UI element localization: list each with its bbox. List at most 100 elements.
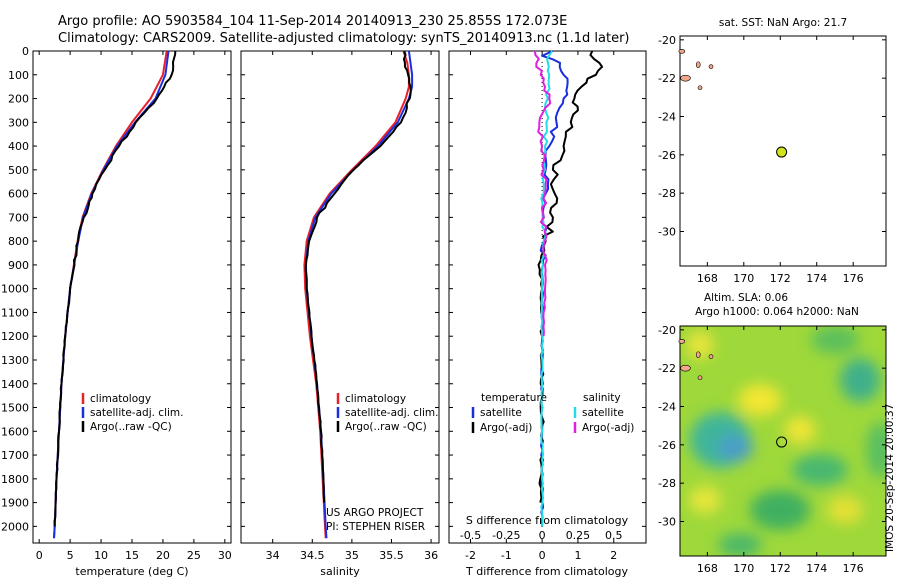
temperature-legend-climatology: climatology <box>90 393 151 405</box>
depth-tick-label: 1100 <box>1 306 29 319</box>
depth-tick-label: 1500 <box>1 402 29 415</box>
sst-map-ytick-label: -26 <box>658 149 676 162</box>
difference-panel-frame <box>448 50 647 544</box>
difference-series-s-satellite <box>540 50 554 527</box>
salinity-panel-frame <box>240 50 440 544</box>
sst-map-island <box>708 64 714 69</box>
depth-tick-label: 700 <box>8 211 29 224</box>
sst-map-xtick-label: 176 <box>843 272 864 285</box>
sst-map-xtick-label: 174 <box>806 272 827 285</box>
sst-map-ytick-label: -24 <box>658 111 676 124</box>
temperature-series-argo-raw-qc- <box>53 50 177 527</box>
sst-map-island <box>697 85 703 91</box>
difference-panel: -2 -1 0 1 2 -0.5 -0.25 0 0.25 0.5 S difference fro… <box>449 50 646 578</box>
sla-map-island <box>697 375 703 381</box>
depth-tick-label: 200 <box>8 93 29 106</box>
difference-xtick-label: 2 <box>610 549 617 562</box>
temperature-xtick-label: 0 <box>36 549 43 562</box>
depth-tick-label: 100 <box>8 69 29 82</box>
temperature-xtick-label: 20 <box>156 549 170 562</box>
difference-xtick-label: -2 <box>465 549 476 562</box>
difference-s-tick-label: -0.5 <box>460 529 481 542</box>
sst-map-ytick-label: -30 <box>658 226 676 239</box>
temperature-xtick-label: 5 <box>67 549 74 562</box>
depth-tick-label: 400 <box>8 140 29 153</box>
sst-map-island <box>678 49 686 54</box>
salinity-xtick-label: 35.5 <box>379 549 404 562</box>
project-pi: PI: STEPHEN RISER <box>326 521 425 533</box>
depth-tick-label: 1900 <box>1 497 29 510</box>
difference-s-tick-label: -0.25 <box>492 529 520 542</box>
depth-tick-label: 1300 <box>1 354 29 367</box>
difference-legend-temperature-title: temperature <box>481 392 547 404</box>
sst-map-ytick-label: -22 <box>658 72 676 85</box>
depth-tick-label: 1400 <box>1 378 29 391</box>
salinity-legend-climatology: climatology <box>345 393 406 405</box>
sla-map-field <box>680 326 886 556</box>
depth-tick-label: 800 <box>8 235 29 248</box>
sst-map-float-marker <box>776 146 788 158</box>
sla-map-island <box>678 339 686 344</box>
salinity-xtick-label: 36 <box>424 549 438 562</box>
difference-legend-s-argo: Argo(-adj) <box>582 422 634 434</box>
temperature-panel-frame <box>32 50 232 544</box>
sla-map-frame <box>679 325 887 557</box>
difference-s-tick-label: 0 <box>539 529 546 542</box>
sst-map-title: sat. SST: NaN Argo: 21.7 <box>719 17 847 29</box>
difference-series-s-argo-adj- <box>534 50 552 337</box>
sla-map-ytick-label: -26 <box>658 439 676 452</box>
salinity-xtick-label: 34 <box>266 549 280 562</box>
difference-legend-salinity-title: salinity <box>583 392 621 404</box>
sst-map-island <box>680 74 691 82</box>
sla-map-ytick-label: -30 <box>658 516 676 529</box>
difference-s-tick-label: 0.5 <box>605 529 623 542</box>
difference-s-xlabel: S difference from climatology <box>466 514 629 527</box>
sst-map-ytick-label: -20 <box>658 34 676 47</box>
sla-map-xtick-label: 176 <box>843 562 864 575</box>
depth-tick-label: 600 <box>8 188 29 201</box>
sst-map-xtick-label: 172 <box>770 272 791 285</box>
temperature-xtick-label: 30 <box>218 549 232 562</box>
sst-map-panel: 168 170 172 174 176 -20 -22 -24 -26 -28 -30 sat. SS… <box>658 17 886 285</box>
difference-xtick-label: 0 <box>539 549 546 562</box>
sst-map-ytick-label: -28 <box>658 187 676 200</box>
difference-xtick-label: 1 <box>574 549 581 562</box>
depth-tick-label: 1800 <box>1 473 29 486</box>
depth-tick-label: 2000 <box>1 520 29 533</box>
sla-map-title-2: Argo h1000: 0.064 h2000: NaN <box>695 306 859 318</box>
salinity-xlabel: salinity <box>320 565 360 578</box>
sla-map-ytick-label: -24 <box>658 401 676 414</box>
sla-map-panel: 168 170 172 174 176 -20 -22 -24 -26 -28 -30 Altim. … <box>658 292 886 575</box>
depth-tick-label: 0 <box>22 45 29 58</box>
temperature-xtick-label: 10 <box>94 549 108 562</box>
sla-map-island <box>695 351 701 359</box>
depth-tick-label: 1700 <box>1 449 29 462</box>
sla-map-xtick-label: 170 <box>733 562 754 575</box>
difference-legend-s-satellite: satellite <box>582 407 624 419</box>
depth-tick-label: 1000 <box>1 283 29 296</box>
depth-tick-label: 1600 <box>1 425 29 438</box>
temperature-legend-satellite: satellite-adj. clim. <box>90 407 183 419</box>
sla-map-xtick-label: 172 <box>770 562 791 575</box>
project-name: US ARGO PROJECT <box>326 507 424 519</box>
temperature-xlabel: temperature (deg C) <box>75 565 188 578</box>
sst-map-island <box>695 61 701 69</box>
depth-tick-label: 500 <box>8 164 29 177</box>
sla-map-island <box>680 364 691 372</box>
salinity-xtick-label: 34.5 <box>300 549 325 562</box>
header-line-2: Climatology: CARS2009. Satellite-adjuste… <box>58 31 630 46</box>
sla-map-xtick-label: 168 <box>697 562 718 575</box>
header-line-1: Argo profile: AO 5903584_104 11-Sep-2014… <box>58 14 567 29</box>
sst-map-xtick-label: 170 <box>733 272 754 285</box>
temperature-legend-argo: Argo(..raw -QC) <box>90 421 172 433</box>
salinity-series-argo-raw-qc- <box>304 50 412 503</box>
sla-map-ytick-label: -20 <box>658 324 676 337</box>
salinity-panel: 34 34.5 35 35.5 36 salinity climatology satelli… <box>241 50 439 578</box>
salinity-legend-argo: Argo(..raw -QC) <box>345 421 427 433</box>
salinity-legend-satellite: satellite-adj. clim. <box>345 407 438 419</box>
salinity-xtick-label: 35 <box>345 549 359 562</box>
sla-map-ytick-label: -22 <box>658 362 676 375</box>
difference-legend-t-argo: Argo(-adj) <box>480 422 532 434</box>
